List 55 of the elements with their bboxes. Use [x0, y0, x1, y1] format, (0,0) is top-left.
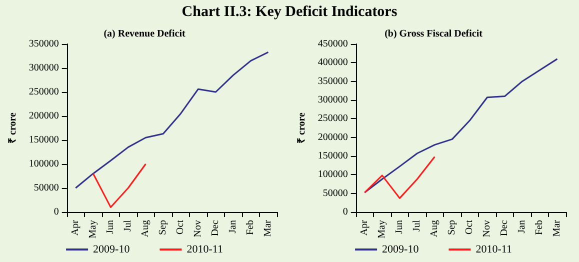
legend-label: 2010-11	[476, 244, 512, 256]
y-tick-label: 0	[54, 206, 59, 218]
legend-label: 2009-10	[382, 244, 420, 256]
line-series	[92, 163, 146, 208]
x-tick-label: Oct	[175, 220, 186, 234]
x-tick-label: May	[376, 220, 388, 238]
legend-label: 2009-10	[93, 244, 130, 256]
x-tick-label: Jun	[105, 220, 116, 234]
x-tick-label: Aug	[140, 220, 152, 238]
x-tick-label: Jul	[412, 220, 423, 232]
x-tick-label: Dec	[210, 219, 222, 236]
x-tick-label: Jan	[228, 220, 239, 234]
x-tick-label: Feb	[245, 220, 256, 235]
x-tick-label: Apr	[359, 219, 370, 236]
x-tick-label: Feb	[534, 220, 546, 235]
line-series	[364, 58, 558, 194]
y-tick-label: 100000	[28, 158, 59, 170]
y-tick-label: 350000	[318, 76, 348, 87]
x-tick-label: Nov	[192, 220, 204, 238]
chart-subtitle: (b) Gross Fiscal Deficit	[384, 28, 484, 40]
x-tick-label: Nov	[482, 220, 493, 238]
x-tick-label: Jun	[394, 220, 406, 234]
y-tick-label: 200000	[318, 132, 348, 143]
line-series	[364, 156, 436, 199]
y-tick-label: 0	[342, 206, 348, 218]
x-tick-label: Sep	[446, 220, 458, 235]
x-tick-label: Jul	[122, 220, 134, 232]
y-tick-label: 250000	[318, 113, 348, 124]
y-tick-label: 450000	[318, 38, 348, 50]
x-tick-label: May	[88, 220, 99, 238]
y-tick-label: 200000	[28, 110, 59, 122]
line-series	[74, 51, 269, 189]
y-axis-title: ₹ crore	[296, 112, 308, 144]
x-tick-label: Mar	[552, 219, 563, 237]
x-tick-label: Apr	[70, 219, 82, 236]
y-tick-label: 300000	[28, 62, 59, 74]
chart-subtitle: (a) Revenue Deficit	[104, 28, 186, 40]
y-tick-label: 50000	[322, 188, 348, 199]
legend-label: 2010-11	[186, 244, 223, 256]
y-tick-label: 350000	[28, 38, 59, 50]
x-tick-label: Oct	[464, 220, 476, 234]
y-tick-label: 100000	[318, 169, 348, 180]
chart-title: Chart II.3: Key Deficit Indicators	[180, 3, 398, 22]
y-tick-label: 250000	[28, 86, 59, 98]
x-tick-label: Dec	[499, 219, 510, 236]
y-tick-label: 400000	[318, 57, 348, 68]
y-tick-label: 300000	[318, 94, 348, 106]
x-tick-label: Aug	[429, 220, 440, 238]
y-tick-label: 150000	[28, 134, 59, 146]
x-tick-label: Mar	[262, 219, 274, 237]
y-axis-title: ₹ crore	[8, 112, 18, 144]
x-tick-label: Jan	[516, 220, 528, 234]
y-tick-label: 50000	[34, 182, 59, 194]
x-tick-label: Sep	[158, 220, 169, 235]
y-tick-label: 150000	[318, 150, 348, 162]
